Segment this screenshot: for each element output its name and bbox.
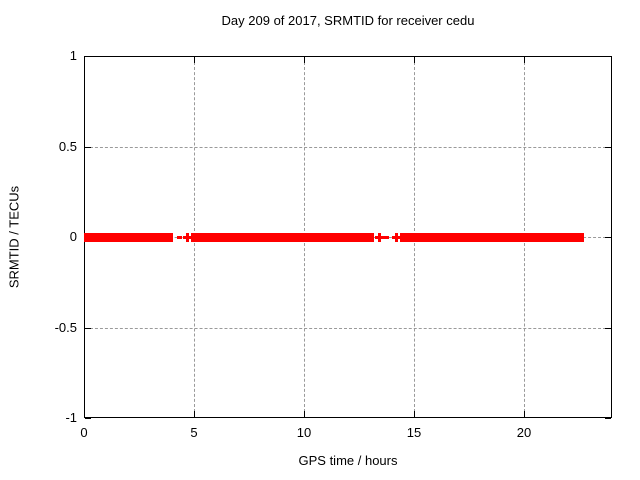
marker-arm (177, 236, 182, 239)
y-tick-right (605, 147, 611, 148)
y-tick-label: 0.5 (58, 139, 77, 154)
y-tick-label: 1 (69, 48, 77, 63)
data-point-dash (382, 233, 391, 242)
x-tick-top (414, 57, 415, 63)
y-tick-right (605, 237, 611, 238)
y-tick-label: -0.5 (54, 320, 77, 335)
data-segment (84, 233, 173, 242)
x-tick-bottom (524, 411, 525, 417)
data-segment (400, 233, 584, 242)
x-axis-label: GPS time / hours (298, 453, 398, 468)
x-tick-top (524, 57, 525, 63)
x-tick-label: 15 (406, 425, 422, 440)
x-tick-top (304, 57, 305, 63)
data-point-plus (392, 233, 401, 242)
chart-title: Day 209 of 2017, SRMTID for receiver ced… (221, 13, 475, 28)
marker-arm (384, 236, 389, 239)
x-tick-bottom (304, 411, 305, 417)
marker-arm (395, 233, 398, 242)
gridline-horizontal (85, 328, 611, 329)
gridline-horizontal (85, 147, 611, 148)
x-tick-label: 5 (190, 425, 198, 440)
x-tick-label: 0 (80, 425, 88, 440)
data-segment (191, 233, 374, 242)
y-tick-left (85, 147, 91, 148)
marker-arm (378, 233, 381, 242)
y-tick-right (605, 418, 611, 419)
x-tick-label: 10 (296, 425, 312, 440)
y-tick-label: 0 (69, 229, 77, 244)
data-point-plus (375, 233, 384, 242)
y-tick-label: -1 (65, 410, 77, 425)
x-tick-top (194, 57, 195, 63)
y-tick-left (85, 418, 91, 419)
marker-arm (186, 233, 189, 242)
y-tick-right (605, 328, 611, 329)
x-tick-label: 20 (516, 425, 532, 440)
data-point-dash (175, 233, 184, 242)
data-point-plus (183, 233, 192, 242)
x-tick-bottom (194, 411, 195, 417)
y-tick-left (85, 328, 91, 329)
x-tick-bottom (414, 411, 415, 417)
